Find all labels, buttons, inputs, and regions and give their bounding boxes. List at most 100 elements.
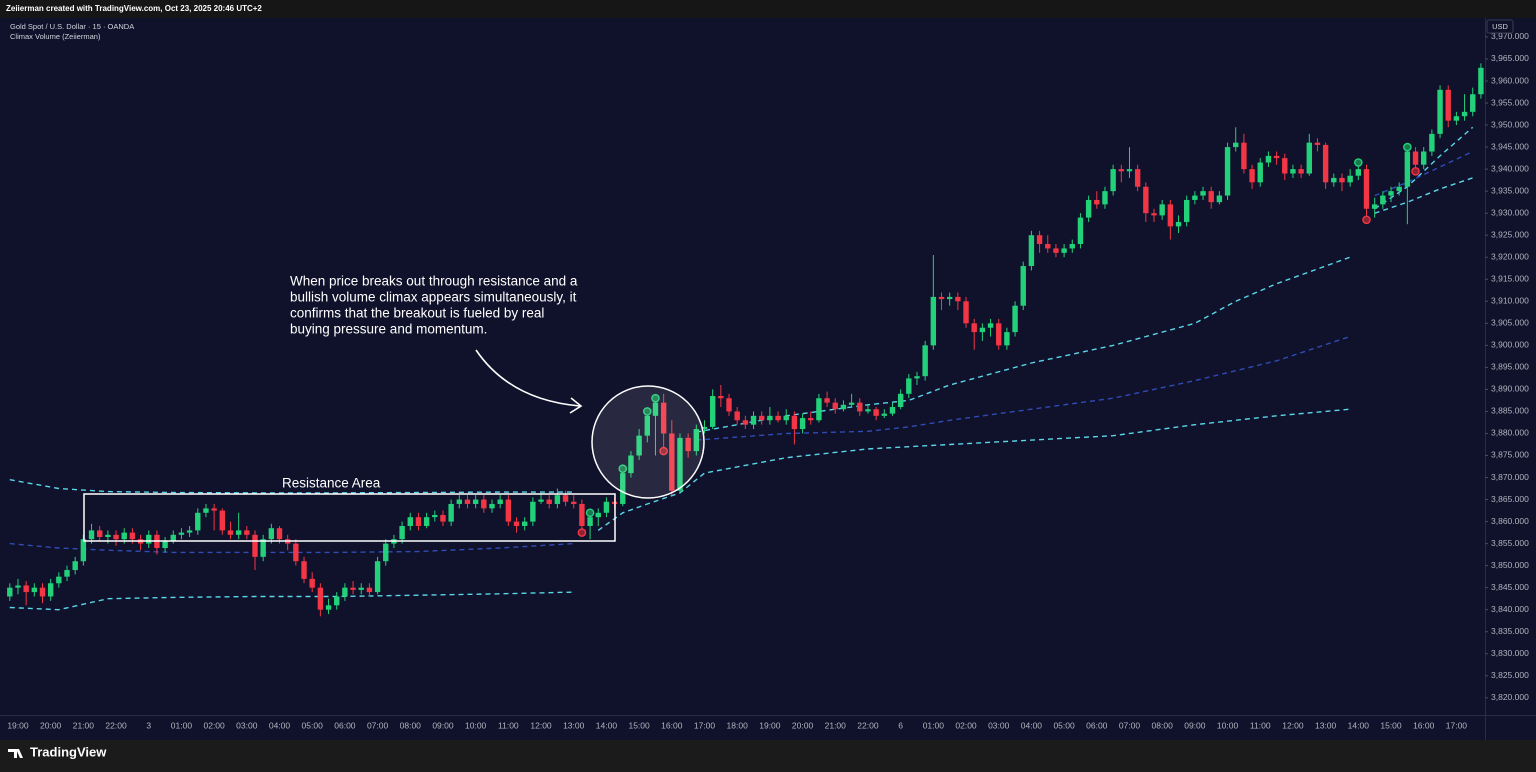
x-tick-label: 22:00 bbox=[857, 720, 879, 730]
candles bbox=[7, 63, 1484, 617]
candle-body bbox=[930, 296, 937, 346]
candle-body bbox=[121, 532, 127, 540]
candle-body bbox=[252, 534, 258, 557]
candle-body bbox=[996, 323, 1002, 346]
candle-body bbox=[979, 327, 986, 333]
credit: Zeiierman created with TradingView.com, … bbox=[6, 4, 262, 13]
candle-body bbox=[15, 585, 21, 588]
candle-body bbox=[946, 296, 953, 300]
candle-body bbox=[1290, 169, 1296, 174]
time-axis: 19:00 20:00 21:00 22:00 3 01:00 02:00 03:00 04:0… bbox=[7, 720, 1467, 730]
x-tick-label: 20:00 bbox=[792, 720, 814, 730]
candle-body bbox=[170, 534, 176, 542]
candle-body bbox=[432, 514, 438, 518]
y-tick-label: 3,850.000 bbox=[1491, 560, 1529, 570]
y-tick-label: 3,860.000 bbox=[1491, 516, 1529, 526]
x-tick-label: 01:00 bbox=[923, 720, 945, 730]
candle-body bbox=[374, 561, 381, 593]
candle-body bbox=[660, 402, 667, 434]
y-tick-label: 3,885.000 bbox=[1491, 406, 1529, 416]
candle-body bbox=[693, 429, 700, 452]
candle-body bbox=[244, 530, 250, 535]
y-tick-label: 3,840.000 bbox=[1491, 604, 1529, 614]
candle-body bbox=[1429, 133, 1435, 152]
candle-body bbox=[195, 512, 201, 531]
candle-body bbox=[685, 437, 691, 452]
x-tick-label: 22:00 bbox=[105, 720, 127, 730]
y-tick-label: 3,945.000 bbox=[1491, 141, 1529, 151]
candle-body bbox=[742, 420, 749, 425]
footer bbox=[0, 740, 1536, 772]
candle-body bbox=[350, 587, 356, 590]
candle-body bbox=[914, 376, 920, 379]
candle-body bbox=[873, 409, 879, 416]
bullish-climax-dot bbox=[618, 464, 628, 474]
x-tick-label: 13:00 bbox=[563, 720, 585, 730]
x-tick-label: 05:00 bbox=[302, 720, 324, 730]
candle-body bbox=[1380, 195, 1386, 205]
candle-body bbox=[718, 396, 724, 399]
x-tick-label: 18:00 bbox=[727, 720, 749, 730]
candle-body bbox=[448, 503, 454, 522]
candle-body bbox=[72, 561, 78, 571]
candle-body bbox=[832, 402, 838, 410]
candle-body bbox=[1388, 191, 1394, 196]
candle-body bbox=[1216, 195, 1223, 203]
y-tick-label: 3,920.000 bbox=[1491, 251, 1529, 261]
arrow-head bbox=[569, 397, 583, 414]
y-tick-label: 3,865.000 bbox=[1491, 494, 1529, 504]
candle-body bbox=[848, 402, 855, 405]
candle-body bbox=[783, 415, 789, 421]
arrow bbox=[475, 349, 581, 407]
candle-body bbox=[1470, 94, 1476, 112]
candle-body bbox=[7, 587, 13, 597]
candle-body bbox=[366, 587, 373, 593]
x-tick-label: 07:00 bbox=[367, 720, 389, 730]
candle-body bbox=[799, 418, 806, 430]
candle-body bbox=[1347, 175, 1353, 183]
bullish-climax-dot bbox=[642, 407, 652, 416]
x-tick-label: 10:00 bbox=[465, 720, 487, 730]
x-tick-label: 16:00 bbox=[661, 720, 683, 730]
candle-body bbox=[603, 501, 610, 513]
price-axis: 3,820.000 3,825.000 3,830.000 3,835.000 3,84… bbox=[1485, 31, 1529, 702]
candle-body bbox=[342, 587, 348, 597]
y-tick-label: 3,845.000 bbox=[1491, 582, 1529, 592]
brand: TradingView bbox=[30, 744, 107, 759]
x-tick-label: 04:00 bbox=[1021, 720, 1043, 730]
candle-body bbox=[1151, 213, 1157, 216]
candle-body bbox=[767, 415, 773, 421]
candle-body bbox=[276, 528, 283, 540]
y-tick-label: 3,950.000 bbox=[1491, 119, 1529, 129]
x-tick-label: 05:00 bbox=[1053, 720, 1075, 730]
x-tick-label: 11:00 bbox=[1250, 720, 1271, 730]
candle-body bbox=[235, 530, 242, 535]
indicator-name: Climax Volume (Zeiierman) bbox=[10, 32, 101, 41]
x-tick-label: 04:00 bbox=[269, 720, 291, 730]
x-tick-label: 02:00 bbox=[955, 720, 977, 730]
candle-body bbox=[677, 437, 683, 491]
x-tick-label: 03:00 bbox=[236, 720, 258, 730]
candle-body bbox=[1224, 147, 1231, 196]
candle-body bbox=[1192, 195, 1198, 200]
x-tick-label: 14:00 bbox=[1348, 720, 1370, 730]
candle-body bbox=[113, 534, 119, 540]
candle-body bbox=[1453, 116, 1460, 121]
y-tick-label: 3,870.000 bbox=[1491, 472, 1529, 482]
candle-body bbox=[1126, 169, 1133, 172]
candle-body bbox=[1004, 332, 1010, 346]
candle-body bbox=[325, 605, 332, 610]
x-tick-label: 15:00 bbox=[628, 720, 650, 730]
x-tick-label: 15:00 bbox=[1380, 720, 1402, 730]
candle-body bbox=[97, 530, 103, 538]
candle-body bbox=[423, 517, 430, 526]
candle-body bbox=[334, 596, 340, 606]
x-tick-label: 10:00 bbox=[1217, 720, 1239, 730]
x-tick-label: 12:00 bbox=[1282, 720, 1304, 730]
candle-body bbox=[80, 539, 87, 562]
y-tick-label: 3,820.000 bbox=[1491, 692, 1529, 702]
candle-body bbox=[1012, 305, 1018, 333]
candle-body bbox=[162, 541, 168, 549]
candle-body bbox=[521, 521, 528, 526]
